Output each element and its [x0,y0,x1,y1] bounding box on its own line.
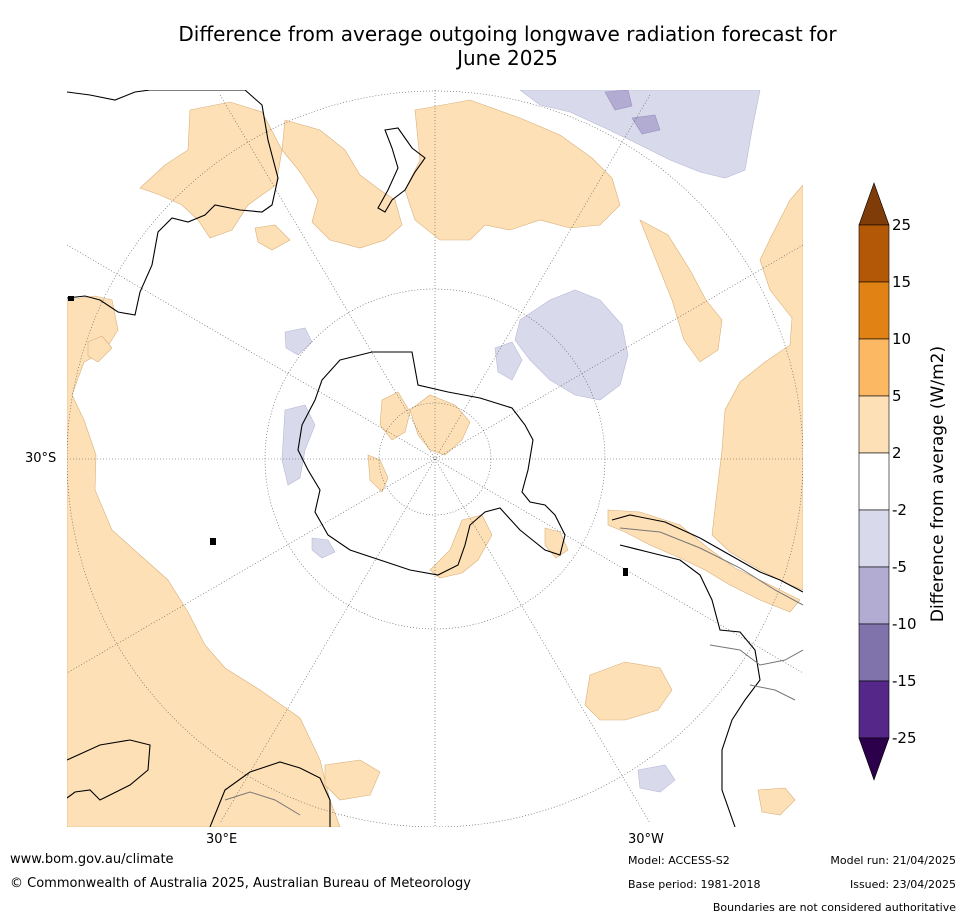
negative-anomaly-regions-moderate [604,90,661,135]
colorbar-segment [858,395,890,454]
colorbar-tick-label: 2 [892,444,902,462]
colorbar-segment [858,566,890,625]
south-america-west-coastline [619,544,761,827]
colorbar-tick-label: 15 [892,273,912,291]
colorbar-segment [858,452,890,511]
colorbar-tick-label: -10 [892,615,917,633]
title-line-2: June 2025 [457,46,558,70]
antarctica-coastline [297,351,566,576]
map-title: Difference from average outgoing longwav… [40,22,965,70]
lon-label-30e: 30°E [206,832,238,847]
colorbar-tick-label: -2 [892,501,907,519]
footer-issued: Issued: 23/04/2025 [849,878,956,891]
colorbar-segment [858,281,890,340]
lon-label-30w: 30°W [628,832,664,847]
colorbar-tick-label: 25 [892,216,912,234]
colorbar-segment [858,338,890,397]
footer-model: Model: ACCESS-S2 [628,854,730,867]
footer-website[interactable]: www.bom.gov.au/climate [10,852,174,867]
colorbar-segment [858,623,890,682]
south-america-coastline [611,514,803,593]
footer-disclaimer: Boundaries are not considered authoritat… [712,901,956,914]
small-islands [68,296,628,576]
colorbar-tick-label: -15 [892,672,917,690]
map-area [67,90,803,827]
colorbar-title: Difference from average (W/m2) [928,345,948,623]
colorbar [858,182,890,781]
colorbar-tick-label: 10 [892,330,912,348]
colorbar-segment [858,224,890,283]
coastlines [67,90,803,827]
colorbar-tick-label: -5 [892,558,907,576]
africa-coastline [67,739,151,801]
country-boundaries [224,527,803,816]
colorbar-tick-label: -25 [892,729,917,747]
colorbar-extend-top [858,182,890,226]
footer-model-run: Model run: 21/04/2025 [830,854,956,867]
graticule [67,90,803,827]
positive-anomaly-regions [67,99,803,827]
lat-label-30s: 30°S [25,451,57,466]
colorbar-segment [858,680,890,739]
new-zealand-coastline [377,127,426,213]
title-line-1: Difference from average outgoing longwav… [178,22,837,46]
colorbar-segment [858,509,890,568]
australia-coastline [67,90,279,316]
colorbar-tick-label: 5 [892,387,902,405]
colorbar-extend-bottom [858,737,890,781]
footer-base-period: Base period: 1981-2018 [628,878,761,891]
negative-anomaly-regions-weak [281,90,761,793]
footer-copyright: © Commonwealth of Australia 2025, Austra… [10,876,471,891]
africa-south-coastline [209,761,331,827]
